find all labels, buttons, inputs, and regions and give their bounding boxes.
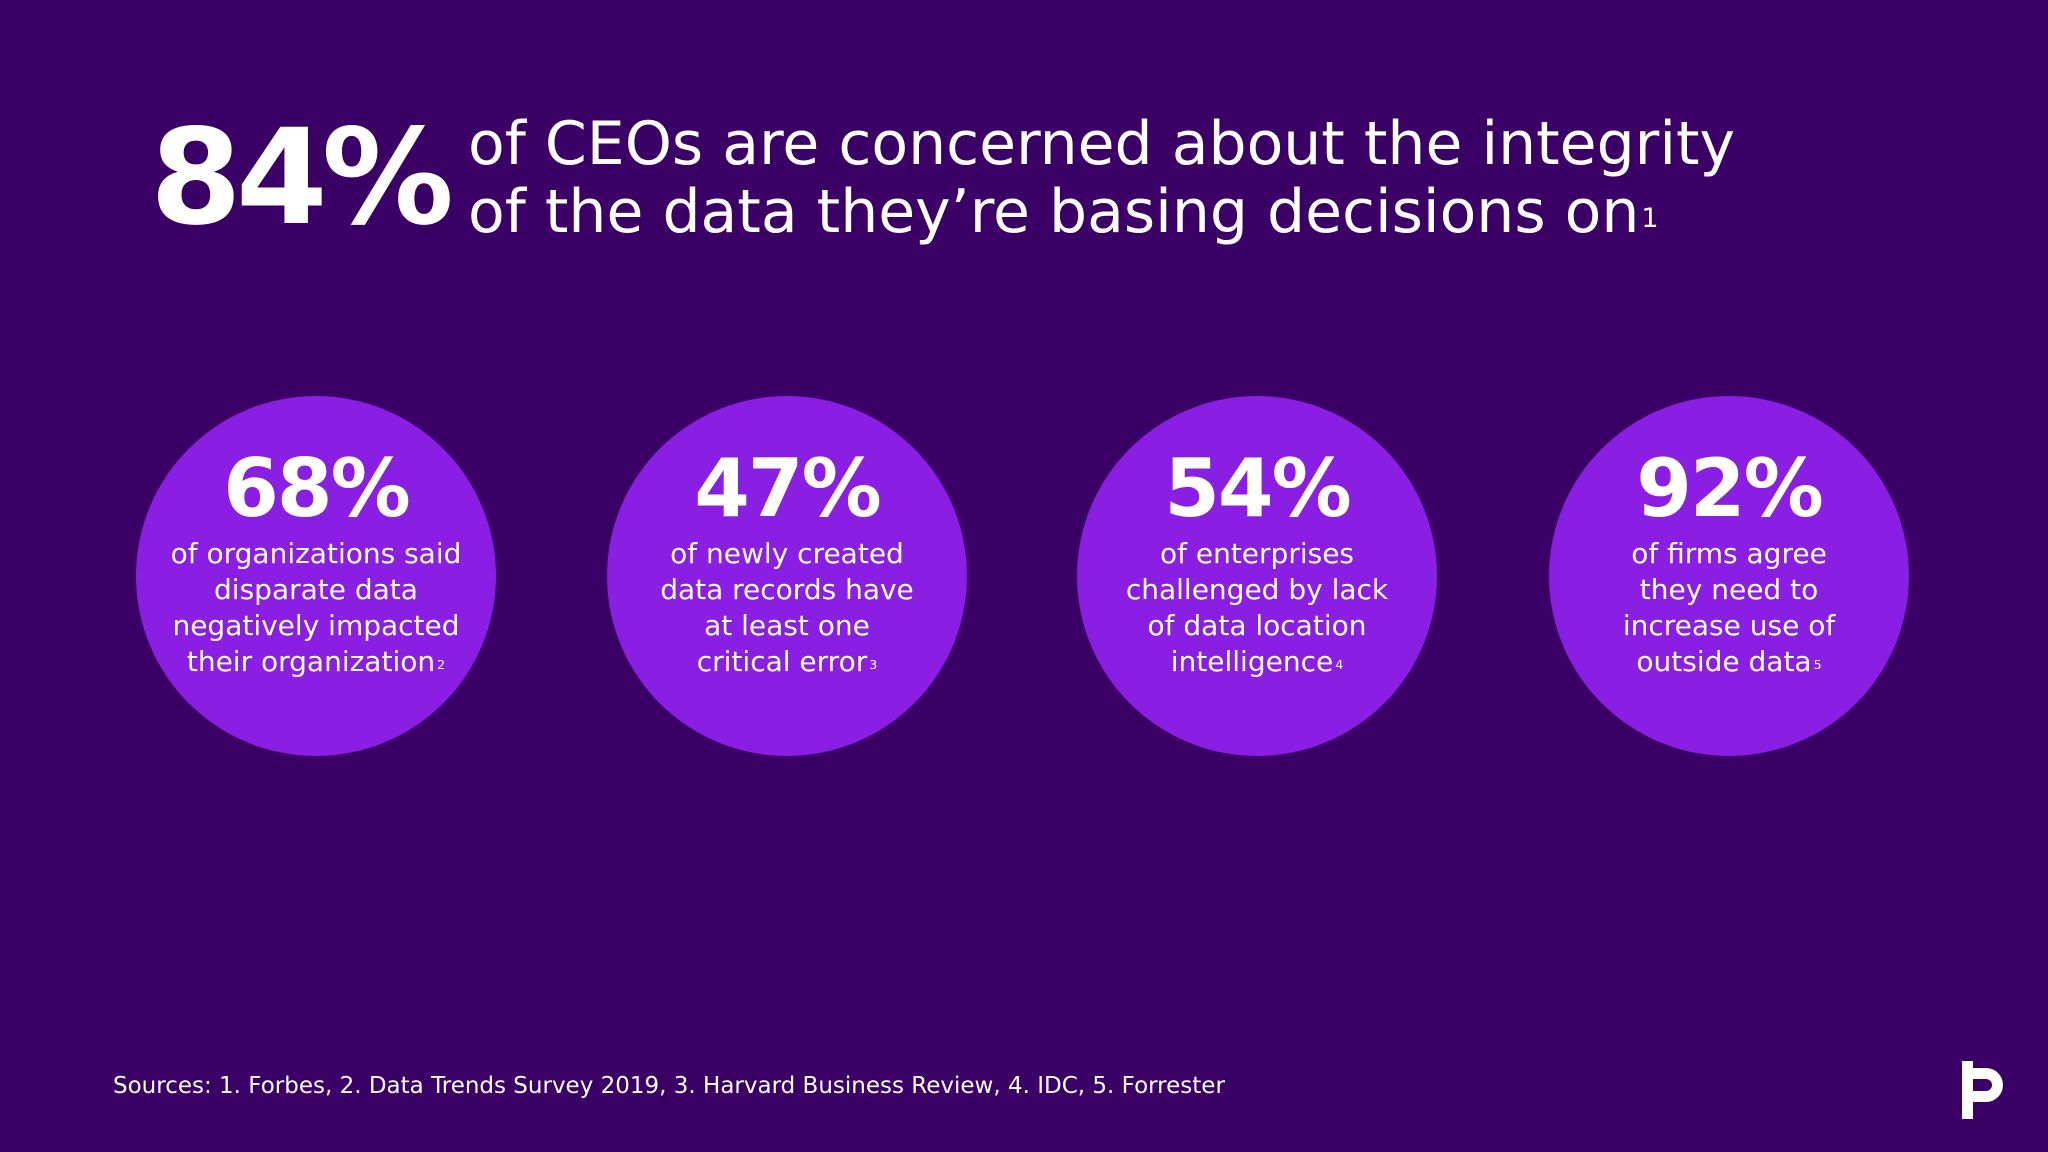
headline-line-2-text: of the data they’re basing decisions on xyxy=(468,177,1640,247)
stat-circle-54: 54% of enterprises challenged by lack of… xyxy=(1077,396,1437,756)
stat-description-line: their organization 2 xyxy=(156,644,476,680)
stat-description-last-text: outside data xyxy=(1636,645,1812,678)
stat-footnote: 3 xyxy=(869,657,878,673)
stat-value: 54% xyxy=(1164,442,1351,535)
stat-value: 92% xyxy=(1636,442,1823,535)
stat-description-line: outside data 5 xyxy=(1569,644,1889,680)
headline-footnote: 1 xyxy=(1641,202,1659,234)
stat-circle-47: 47% of newly created data records have a… xyxy=(607,396,967,756)
stat-description-line: challenged by lack xyxy=(1125,573,1389,606)
stat-footnote: 2 xyxy=(437,657,446,673)
stat-description: of enterprises challenged by lack of dat… xyxy=(1097,536,1417,680)
stat-value: 68% xyxy=(223,442,410,535)
stat-footnote: 4 xyxy=(1335,657,1344,673)
stat-circle-68: 68% of organizations said disparate data… xyxy=(136,396,496,756)
p-logo-icon xyxy=(1962,1061,2003,1119)
sources-footnote: Sources: 1. Forbes, 2. Data Trends Surve… xyxy=(113,1073,1225,1099)
stat-description-line: disparate data xyxy=(214,573,418,606)
stat-description-line: at least one xyxy=(704,609,870,642)
stat-description: of firms agree they need to increase use… xyxy=(1569,536,1889,680)
stat-description-line: intelligence 4 xyxy=(1097,644,1417,680)
stat-description: of organizations said disparate data neg… xyxy=(156,536,476,680)
stat-description-line: of organizations said xyxy=(170,537,462,570)
stat-circle-92: 92% of firms agree they need to increase… xyxy=(1549,396,1909,756)
headline-stat: 84% xyxy=(150,101,454,255)
stat-description-line: critical error 3 xyxy=(627,644,947,680)
stat-description-line: of enterprises xyxy=(1159,537,1355,570)
stat-value: 47% xyxy=(694,442,881,535)
stat-description-last-text: intelligence xyxy=(1170,645,1334,678)
stat-description-line: they need to xyxy=(1639,573,1819,606)
headline-text: of CEOs are concerned about the integrit… xyxy=(468,110,1868,246)
stat-description-line: of data location xyxy=(1147,609,1367,642)
stat-description-line: of newly created xyxy=(670,537,904,570)
headline-line-2: of the data they’re basing decisions on1 xyxy=(468,178,1868,246)
stat-description-line: of firms agree xyxy=(1631,537,1827,570)
stat-description-last-text: their organization xyxy=(186,645,436,678)
stat-description-line: data records have xyxy=(660,573,914,606)
stat-footnote: 5 xyxy=(1813,657,1822,673)
headline-line-1: of CEOs are concerned about the integrit… xyxy=(468,109,1736,179)
stat-description-line: negatively impacted xyxy=(172,609,460,642)
stat-description-line: increase use of xyxy=(1622,609,1836,642)
stat-description: of newly created data records have at le… xyxy=(627,536,947,680)
stat-description-last-text: critical error xyxy=(696,645,868,678)
